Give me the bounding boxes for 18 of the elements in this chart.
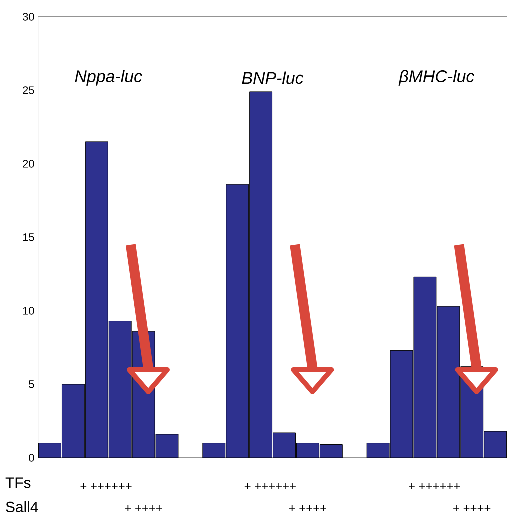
text: + ++++++ bbox=[80, 484, 132, 490]
annotation: BNP-luc bbox=[242, 72, 304, 84]
y-tick-label: 0 bbox=[29, 454, 34, 462]
y-tick-label: 10 bbox=[23, 307, 34, 315]
y-tick-label: 15 bbox=[23, 234, 34, 242]
y-tick-label: 5 bbox=[29, 380, 34, 388]
text: + ++++ bbox=[289, 506, 326, 512]
text: + ++++ bbox=[125, 506, 162, 512]
text: + ++++++ bbox=[409, 484, 460, 490]
text: TFs bbox=[6, 478, 31, 488]
text: + ++++ bbox=[454, 506, 491, 512]
annotation: Nppa-luc bbox=[75, 70, 142, 86]
annotation: βMHC-luc bbox=[398, 70, 475, 86]
y-tick-label: 25 bbox=[23, 86, 34, 94]
text: Sall4 bbox=[6, 502, 38, 512]
y-tick-label: 20 bbox=[23, 160, 34, 168]
y-tick-label: 30 bbox=[22, 13, 34, 21]
text: + ++++++ bbox=[244, 484, 296, 490]
